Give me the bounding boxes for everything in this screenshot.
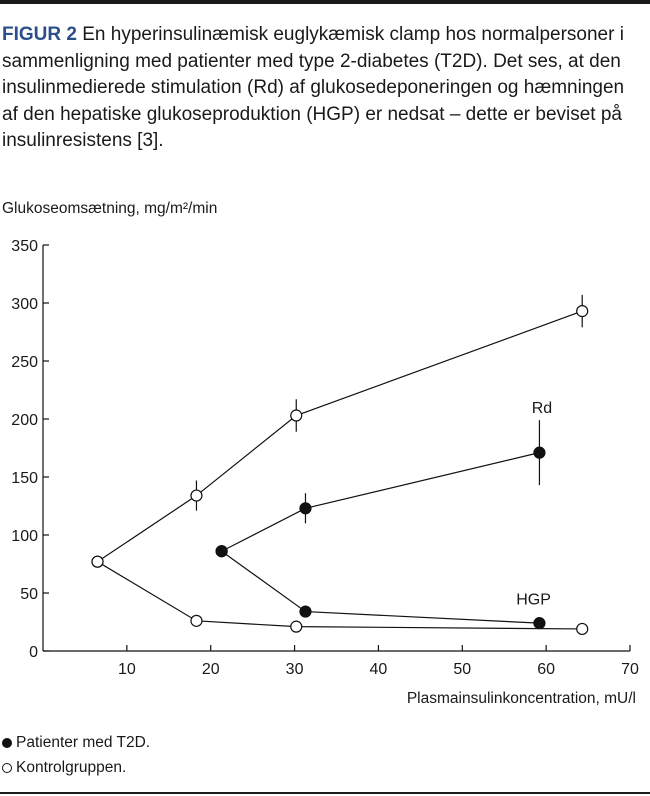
x-tick-label: 60 xyxy=(537,661,555,678)
data-point-t2d-rd xyxy=(533,446,546,459)
data-point-control-hgp xyxy=(290,620,303,633)
top-rule xyxy=(0,0,650,4)
y-tick-label: 100 xyxy=(11,528,38,545)
y-tick-label: 50 xyxy=(20,586,38,603)
data-point-control-hgp xyxy=(576,622,589,636)
x-tick-label: 40 xyxy=(370,661,388,678)
data-point-t2d-hgp xyxy=(299,605,312,618)
y-tick-label: 350 xyxy=(11,238,38,255)
x-tick-label: 10 xyxy=(118,661,136,678)
caption-text: En hyperinsulinæmisk euglykæmisk clamp h… xyxy=(2,24,625,151)
legend-item-control: Kontrolgruppen. xyxy=(2,755,150,780)
x-tick-label: 30 xyxy=(286,661,304,678)
y-axis-label: Glukoseomsætning, mg/m²/min xyxy=(2,200,218,217)
data-point-t2d-hgp xyxy=(215,545,228,558)
series-line-control-rd xyxy=(97,310,583,563)
figure-caption: FIGUR 2 En hyperinsulinæmisk euglykæmisk… xyxy=(2,22,642,155)
bottom-rule xyxy=(0,792,650,794)
filled-circle-icon xyxy=(2,737,12,748)
data-point-control-hgp xyxy=(91,555,104,568)
x-tick-label: 50 xyxy=(453,661,471,678)
annotation-hgp: HGP xyxy=(516,592,551,609)
x-tick-label: 70 xyxy=(621,661,639,678)
y-tick-label: 200 xyxy=(11,412,38,429)
series-line-t2d-hgp xyxy=(221,550,540,624)
y-tick-label: 300 xyxy=(11,296,38,313)
data-point-control-rd xyxy=(576,305,589,318)
line-chart: 0 50 100 150 200 250 300 350 10 20 30 40 50 60 70 Rd HGP xyxy=(11,238,639,678)
x-tick-label: 20 xyxy=(202,661,220,678)
legend-item-t2d: Patienter med T2D. xyxy=(2,730,150,755)
open-circle-icon xyxy=(2,762,12,773)
annotation-rd: Rd xyxy=(532,400,552,417)
series-line-control-hgp xyxy=(97,561,583,630)
y-tick-label: 250 xyxy=(11,354,38,371)
data-point-control-rd xyxy=(290,409,303,422)
y-tick-label: 150 xyxy=(11,470,38,487)
legend: Patienter med T2D. Kontrolgruppen. xyxy=(2,730,150,780)
data-point-t2d-hgp xyxy=(533,617,546,630)
legend-label-control: Kontrolgruppen. xyxy=(16,759,127,776)
data-point-control-hgp xyxy=(190,614,203,627)
y-tick-label: 0 xyxy=(29,644,38,661)
series-line-t2d-rd xyxy=(221,452,540,552)
figure-label: FIGUR 2 xyxy=(2,24,77,45)
data-point-t2d-rd xyxy=(299,502,312,515)
data-point-control-rd xyxy=(190,489,203,502)
legend-label-t2d: Patienter med T2D. xyxy=(16,734,151,751)
x-axis-label: Plasmainsulinkoncentration, mU/l xyxy=(406,690,636,707)
